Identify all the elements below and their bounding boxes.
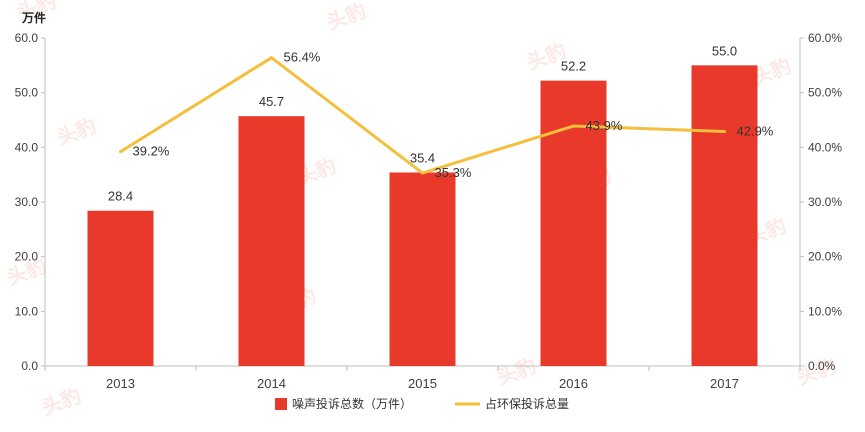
line-series <box>119 56 726 175</box>
x-tick-label: 2013 <box>106 376 135 391</box>
bar-value-label: 55.0 <box>712 43 737 58</box>
x-tick-label: 2017 <box>710 376 739 391</box>
left-tick-label: 0.0 <box>21 359 38 373</box>
x-tick-label: 2014 <box>257 376 286 391</box>
bar <box>389 172 456 366</box>
left-tick-label: 30.0 <box>15 195 39 209</box>
watermark-text: 头豹 <box>39 383 85 419</box>
left-tick-label: 20.0 <box>15 250 39 264</box>
y-axis-unit-label: 万件 <box>21 10 46 25</box>
legend[interactable]: 噪声投诉总数（万件） 占环保投诉总量 <box>275 396 569 411</box>
right-tick-label: 20.0% <box>808 250 842 264</box>
right-tick-label: 40.0% <box>808 140 842 154</box>
x-tick-label: 2016 <box>559 376 588 391</box>
watermark-text: 头豹 <box>54 113 100 149</box>
line-point <box>119 150 122 154</box>
right-tick-label: 0.0% <box>808 359 836 373</box>
legend-label-bar: 噪声投诉总数（万件） <box>292 396 412 411</box>
line-value-label: 43.9% <box>586 118 623 133</box>
left-tick-label: 40.0 <box>15 140 39 154</box>
bar <box>87 210 154 366</box>
bar-value-label: 45.7 <box>259 94 284 109</box>
x-tick-label: 2015 <box>408 376 437 391</box>
line-value-label: 56.4% <box>284 50 321 65</box>
left-tick-label: 50.0 <box>15 86 39 100</box>
left-tick-label: 60.0 <box>15 31 39 45</box>
right-tick-label: 10.0% <box>808 304 842 318</box>
bar-value-label: 52.2 <box>561 59 586 74</box>
legend-swatch-bar <box>275 398 287 410</box>
line-point <box>723 129 726 133</box>
watermark-text: 头豹 <box>494 353 540 389</box>
line-point <box>270 56 273 60</box>
bar <box>691 65 758 366</box>
data-labels: 28.4 45.7 35.4 52.2 55.0 39.2% 56.4% 35.3% 43.9%… <box>108 43 774 203</box>
bar-value-label: 28.4 <box>108 189 133 204</box>
right-tick-label: 30.0% <box>808 195 842 209</box>
left-tick-label: 10.0 <box>15 304 39 318</box>
axes: 0.0 10.0 20.0 30.0 40.0 50.0 60.0 0.0% 10.0% 20.0… <box>15 31 843 391</box>
watermark-text: 头豹 <box>324 0 370 35</box>
bar-value-label: 35.4 <box>410 150 435 165</box>
line-point <box>421 171 424 175</box>
line-value-label: 42.9% <box>737 123 774 138</box>
line-value-label: 35.3% <box>435 165 472 180</box>
line-point <box>572 124 575 128</box>
right-tick-label: 60.0% <box>808 31 842 45</box>
bar <box>238 116 305 366</box>
line-value-label: 39.2% <box>133 144 170 159</box>
legend-label-line: 占环保投诉总量 <box>485 396 569 411</box>
bar-series <box>87 65 758 366</box>
right-tick-label: 50.0% <box>808 86 842 100</box>
